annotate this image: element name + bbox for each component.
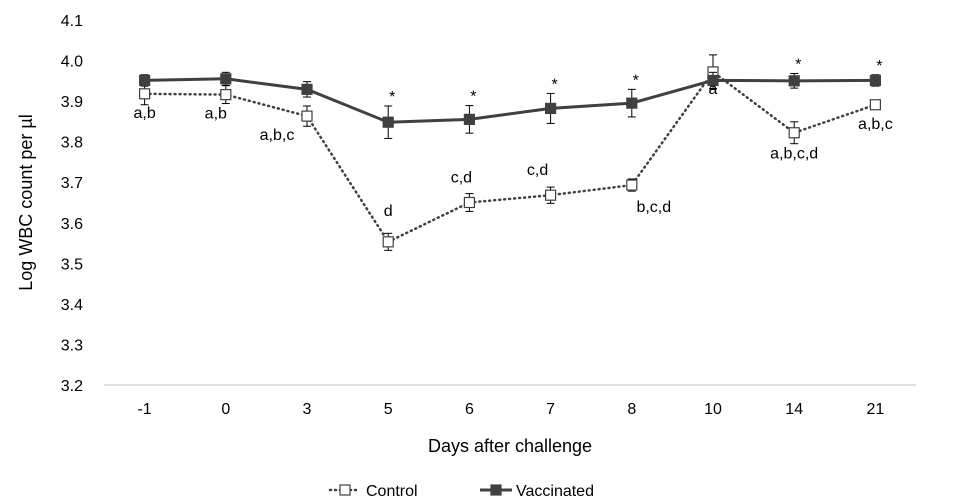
x-tick-label: 3 <box>303 401 312 418</box>
significance-asterisk: * <box>470 89 476 106</box>
plot-area: a,b a,b a,b,c d c,d c,d b,c,d a a,b,c,d a,b,c * * * *… <box>133 54 893 251</box>
legend-label-vaccinated: Vaccinated <box>516 483 594 500</box>
x-tick-label: 8 <box>627 401 636 418</box>
y-tick-label: 3.2 <box>61 378 83 395</box>
y-tick-label: 3.3 <box>61 337 83 354</box>
significance-letter-label: a,b <box>133 105 155 122</box>
data-point <box>869 74 882 87</box>
data-point <box>382 236 394 248</box>
data-point <box>626 179 638 191</box>
significance-asterisk: * <box>876 58 882 75</box>
data-point <box>139 88 151 100</box>
data-point <box>463 196 475 209</box>
y-tick-label: 3.7 <box>61 175 83 192</box>
x-tick-label: 6 <box>465 401 474 418</box>
series-line <box>143 70 877 244</box>
significance-letter-label: d <box>384 203 393 220</box>
y-axis-title: Log WBC count per µl <box>16 114 36 290</box>
x-tick-label: 7 <box>546 401 555 418</box>
x-axis-title: Days after challenge <box>428 436 592 456</box>
y-tick-label: 4.1 <box>61 13 83 30</box>
significance-letter-label: c,d <box>451 170 472 187</box>
legend-item-control: Control <box>328 483 418 500</box>
data-point <box>139 74 151 87</box>
data-point <box>788 75 800 87</box>
y-tick-label: 4.0 <box>61 54 83 71</box>
significance-asterisk: * <box>795 57 801 74</box>
significance-letter-label: a,b,c <box>858 116 893 133</box>
legend-marker-vaccinated <box>490 484 502 496</box>
significance-asterisk: * <box>389 89 395 106</box>
x-axis-tick-labels: -1 0 3 5 6 7 8 10 14 21 <box>137 401 884 418</box>
y-tick-label: 3.5 <box>61 256 83 273</box>
data-point <box>626 97 638 109</box>
significance-letter-label: a <box>709 81 718 98</box>
significance-letter-label: c,d <box>527 162 548 179</box>
y-tick-label: 3.6 <box>61 216 83 233</box>
x-tick-label: -1 <box>137 401 151 418</box>
legend-marker-control <box>339 484 351 496</box>
significance-asterisk: * <box>551 76 557 93</box>
legend-label-control: Control <box>366 483 418 500</box>
significance-asterisk: * <box>633 72 639 89</box>
y-tick-label: 3.9 <box>61 94 83 111</box>
data-point <box>463 113 475 125</box>
data-point <box>788 127 800 139</box>
significance-letter-label: b,c,d <box>636 199 671 216</box>
data-point <box>301 110 313 122</box>
data-point <box>707 74 719 87</box>
x-tick-label: 5 <box>384 401 393 418</box>
significance-letter-label: a,b <box>205 106 227 123</box>
x-tick-label: 0 <box>221 401 230 418</box>
series-control <box>139 54 882 251</box>
x-tick-label: 14 <box>785 401 803 418</box>
series-line <box>144 77 876 124</box>
series-vaccinated <box>139 71 882 139</box>
data-point <box>544 189 557 201</box>
data-point <box>220 89 232 101</box>
data-point <box>382 116 394 128</box>
data-point <box>220 73 232 85</box>
x-tick-label: 21 <box>867 401 885 418</box>
y-tick-label: 3.8 <box>61 135 83 152</box>
significance-letter-label: a,b,c,d <box>770 146 818 163</box>
legend-item-vaccinated: Vaccinated <box>480 483 594 500</box>
data-point <box>301 83 313 95</box>
annotations: a,b a,b a,b,c d c,d c,d b,c,d a a,b,c,d a,b,c * * * *… <box>133 57 892 220</box>
x-tick-label: 10 <box>704 401 722 418</box>
significance-letter-label: a,b,c <box>260 127 295 144</box>
data-point <box>544 102 557 115</box>
legend: Control Vaccinated <box>328 483 594 500</box>
y-tick-label: 3.4 <box>61 297 83 314</box>
y-axis-tick-labels: 3.2 3.3 3.4 3.5 3.6 3.7 3.8 3.9 4.0 4.1 <box>61 13 83 395</box>
data-point <box>869 99 882 111</box>
